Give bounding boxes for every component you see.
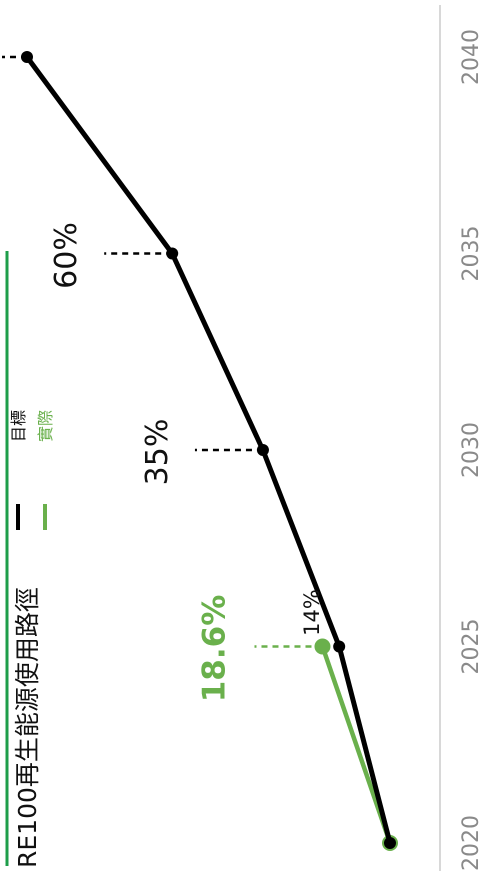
chart-title: RE100再生能源使用路徑 xyxy=(13,587,42,868)
x-tick-label-2025: 2025 xyxy=(459,619,484,675)
data-label-target-2030: 35% xyxy=(140,419,175,486)
data-label-target-2025: 14% xyxy=(300,589,324,636)
data-label-target-2035: 60% xyxy=(49,222,84,289)
x-tick-label-2040: 2040 xyxy=(459,29,484,85)
legend-label-target: 目標 xyxy=(9,410,28,442)
x-tick-label-2030: 2030 xyxy=(459,422,484,478)
x-tick-label-2035: 2035 xyxy=(459,226,484,282)
data-label-actual-2025: 18.6% xyxy=(196,595,232,703)
series-line-target xyxy=(24,54,393,846)
legend-label-actual: 實際 xyxy=(36,410,55,442)
data-point-target-2020 xyxy=(384,837,396,849)
x-tick-label-2020: 2020 xyxy=(459,815,484,871)
series-line-actual xyxy=(320,644,393,846)
data-point-target-2025 xyxy=(333,640,346,653)
legend: 目標 實際 xyxy=(9,410,55,530)
